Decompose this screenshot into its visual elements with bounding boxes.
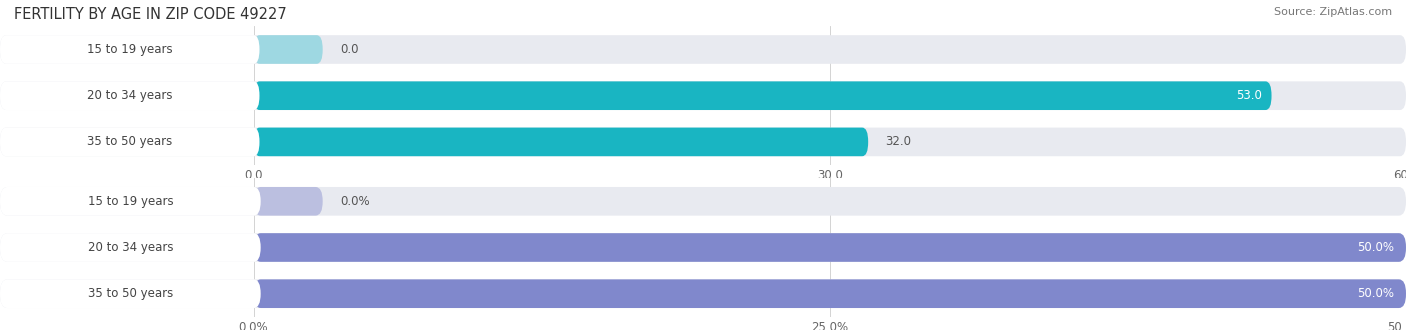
Text: FERTILITY BY AGE IN ZIP CODE 49227: FERTILITY BY AGE IN ZIP CODE 49227	[14, 7, 287, 21]
FancyBboxPatch shape	[0, 35, 260, 64]
FancyBboxPatch shape	[0, 128, 1406, 156]
Text: 35 to 50 years: 35 to 50 years	[87, 135, 173, 148]
Text: 15 to 19 years: 15 to 19 years	[87, 43, 173, 56]
FancyBboxPatch shape	[0, 280, 1406, 308]
FancyBboxPatch shape	[0, 82, 260, 110]
FancyBboxPatch shape	[253, 233, 1406, 262]
FancyBboxPatch shape	[0, 128, 260, 156]
FancyBboxPatch shape	[253, 280, 1406, 308]
Text: Source: ZipAtlas.com: Source: ZipAtlas.com	[1274, 7, 1392, 16]
Text: 20 to 34 years: 20 to 34 years	[87, 89, 173, 102]
Text: 53.0: 53.0	[1236, 89, 1263, 102]
Text: 50.0%: 50.0%	[1357, 241, 1395, 254]
FancyBboxPatch shape	[0, 82, 1406, 110]
FancyBboxPatch shape	[0, 233, 260, 262]
FancyBboxPatch shape	[0, 35, 1406, 64]
Text: 32.0: 32.0	[886, 135, 911, 148]
Text: 15 to 19 years: 15 to 19 years	[87, 195, 173, 208]
Text: 0.0: 0.0	[340, 43, 359, 56]
FancyBboxPatch shape	[0, 233, 1406, 262]
FancyBboxPatch shape	[0, 187, 1406, 215]
Text: 0.0%: 0.0%	[340, 195, 370, 208]
FancyBboxPatch shape	[253, 187, 323, 215]
FancyBboxPatch shape	[253, 35, 323, 64]
Text: 20 to 34 years: 20 to 34 years	[87, 241, 173, 254]
FancyBboxPatch shape	[253, 82, 1271, 110]
Text: 35 to 50 years: 35 to 50 years	[87, 287, 173, 300]
Text: 50.0%: 50.0%	[1357, 287, 1395, 300]
FancyBboxPatch shape	[0, 187, 260, 215]
FancyBboxPatch shape	[253, 128, 868, 156]
FancyBboxPatch shape	[0, 280, 260, 308]
